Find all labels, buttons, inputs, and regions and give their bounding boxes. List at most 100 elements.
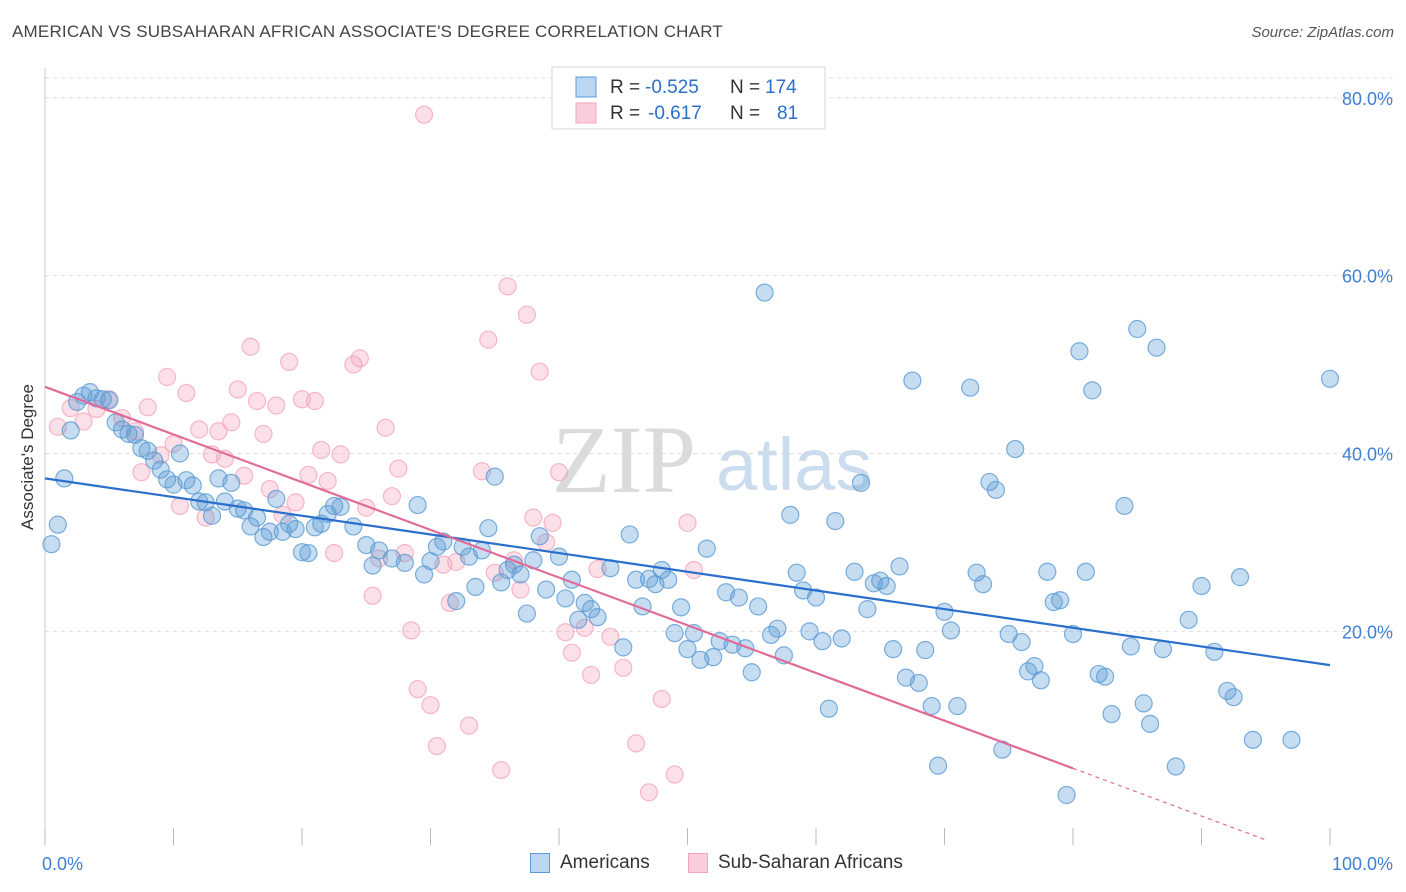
americans-point [845,562,864,581]
watermark-zip: ZIP [552,406,696,513]
subsaharan-point [414,105,434,124]
americans-point [986,480,1006,500]
americans-point [614,638,633,657]
americans-point [466,577,485,596]
americans-point [1205,642,1224,661]
subsaharan-point [247,391,267,411]
subsaharan-point [427,736,447,756]
americans-point [813,632,832,651]
y-tick-label: 20.0% [1342,622,1393,642]
americans-point [973,575,993,594]
americans-point [1012,632,1031,652]
americans-point [626,570,646,589]
americans-point [241,517,260,536]
americans-point [941,621,961,640]
americans-point [1230,568,1250,587]
legend-item-subsaharan[interactable]: Sub-Saharan Africans [688,852,903,874]
subsaharan-trend-line [44,385,1074,770]
americans-point [1051,591,1070,610]
americans-point [858,600,877,619]
americans-point [183,476,202,495]
americans-point [1076,562,1095,581]
subsaharan-point [267,396,286,415]
subsaharan-point [286,493,305,512]
subsaharan-point [684,560,704,580]
series-americans-points [42,283,1340,805]
subsaharan-point [459,716,479,735]
subsaharan-point [74,412,93,431]
americans-point [961,378,980,397]
americans-point [247,508,267,527]
subsaharan-point [517,305,536,324]
subsaharan-point [222,413,241,432]
americans-point [678,640,697,659]
americans-point [55,469,74,488]
subsaharan-point [318,471,337,491]
americans-point [267,489,286,508]
americans-point [883,640,903,659]
subsaharan-point [530,362,549,381]
stats-n-value-subsaharan: 81 [777,103,798,124]
subsaharan-point [678,513,697,532]
subsaharan-point [421,696,440,715]
subsaharan-point [254,424,273,444]
subsaharan-point [209,422,228,441]
stats-legend: R = -0.525 N = 174 R = -0.617 N = 81 [551,66,826,130]
y-tick-label: 60.0% [1342,267,1393,287]
subsaharan-point [170,496,190,516]
americans-point [222,473,241,492]
americans-point [999,624,1018,644]
americans-point [1320,369,1340,388]
americans-point [1128,319,1147,339]
americans-point [331,497,350,516]
legend-item-americans[interactable]: Americans [530,852,650,874]
subsaharan-point [190,420,209,439]
americans-point [665,624,684,643]
americans-point [729,588,749,607]
subsaharan-point [652,689,671,709]
americans-point [408,495,427,515]
subsaharan-point [363,586,382,605]
americans-point [1179,610,1198,629]
americans-point [151,460,170,479]
subsaharan-point [549,463,569,482]
americans-point [671,598,691,617]
subsaharan-point [498,277,517,296]
americans-point [1224,688,1243,707]
americans-point [145,451,164,470]
subsaharan-point [376,418,395,437]
americans-point [363,556,382,575]
americans-point [916,640,935,660]
subsaharan-point [582,665,601,685]
americans-point [1121,637,1140,656]
subsaharan-point [325,543,344,563]
americans-point [537,580,556,599]
stats-n-value-americans: 174 [765,77,797,98]
subsaharan-point [543,513,562,532]
stats-r-label-subsaharan: R = [610,103,640,124]
americans-point [48,515,67,534]
americans-point [447,592,466,611]
americans-point [1070,342,1089,361]
americans-point [826,511,845,531]
subsaharan-point [132,463,151,482]
americans-point [569,610,588,629]
subsaharan-point [177,383,196,403]
americans-point [549,547,569,566]
subsaharan-point [588,560,607,579]
legend-label-subsaharan: Sub-Saharan Africans [718,852,903,873]
subsaharan-point [312,440,331,460]
americans-point [967,563,986,582]
subsaharan-point [241,337,260,356]
subsaharan-point [196,508,215,527]
subsaharan-point [408,680,427,699]
americans-point [1102,704,1121,724]
americans-point [260,522,279,541]
subsaharan-point [402,621,421,640]
americans-point [344,517,363,536]
americans-point [1282,730,1301,749]
americans-point [1147,338,1166,357]
chart-title: AMERICAN VS SUBSAHARAN AFRICAN ASSOCIATE… [12,22,723,41]
americans-point [588,608,607,627]
